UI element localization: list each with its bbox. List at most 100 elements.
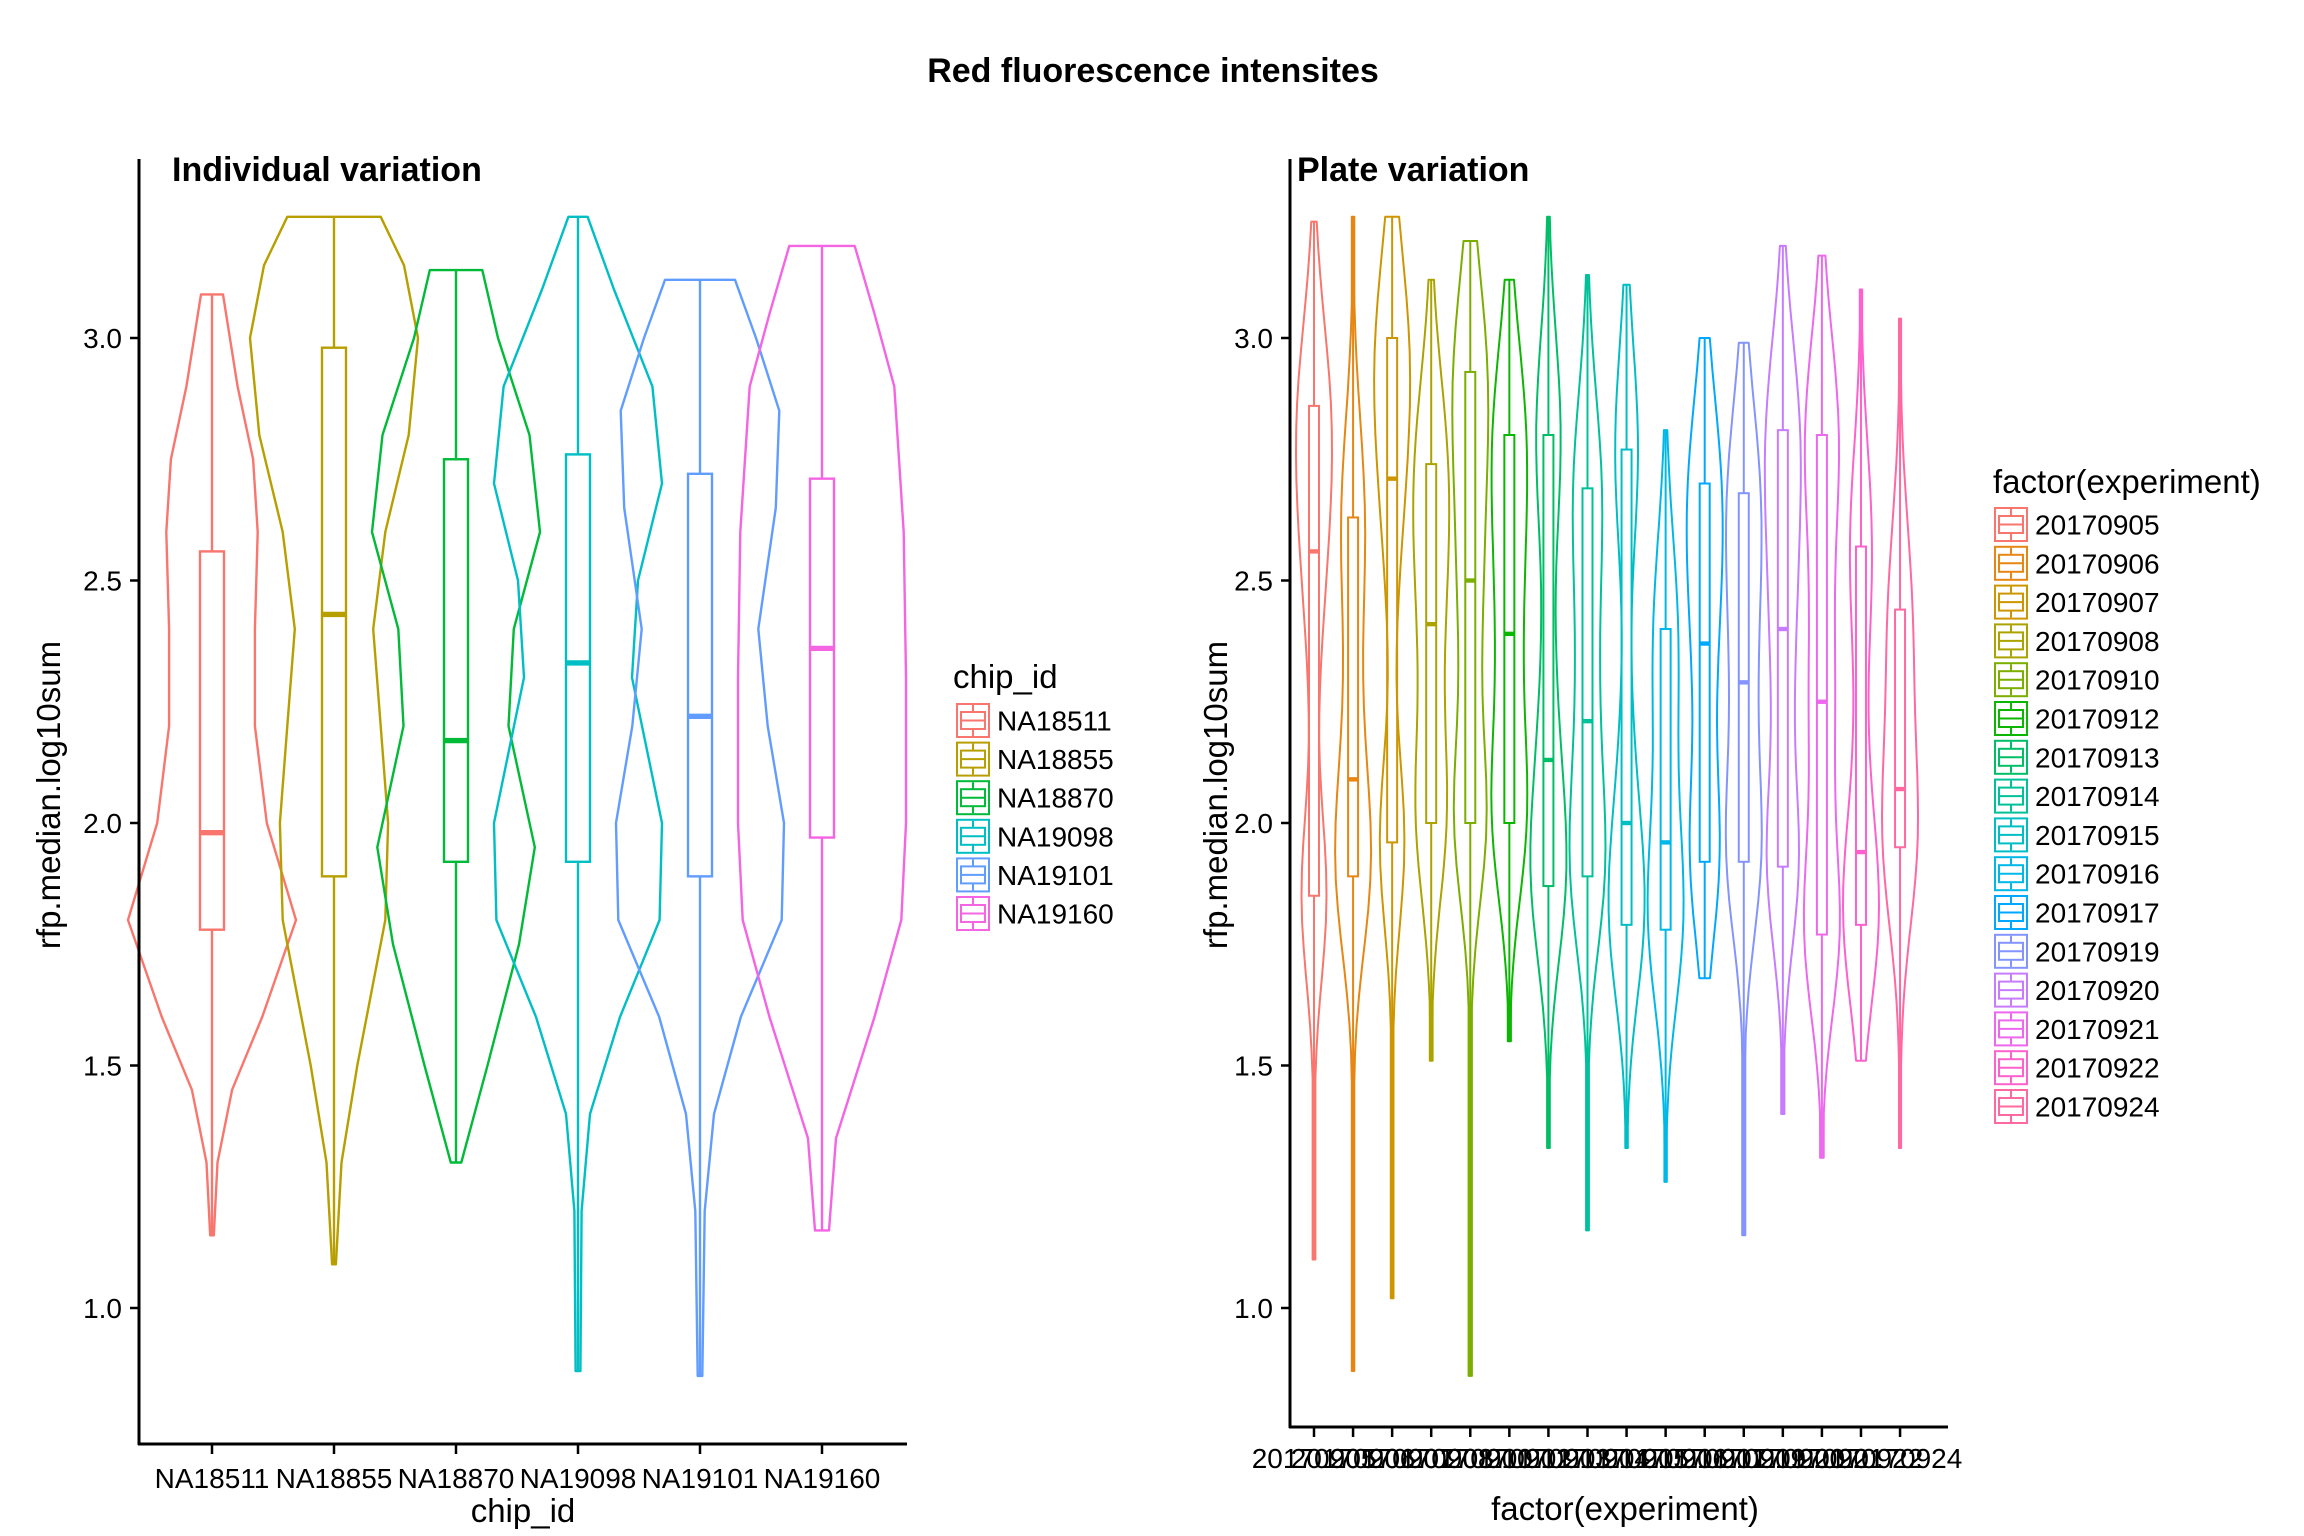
violin-marks <box>1295 215 1919 1377</box>
violin-20170916 <box>1646 429 1685 1183</box>
violin-outline <box>1295 220 1333 1261</box>
y-tick-label: 2.0 <box>83 808 122 839</box>
violin-20170922 <box>1842 288 1880 1062</box>
violin-NA18855 <box>248 215 420 1266</box>
violin-20170919 <box>1724 341 1763 1237</box>
x-tick-label: 20170919 <box>1681 1443 1806 1474</box>
violin-NA18511 <box>126 293 298 1237</box>
legend-label: NA19160 <box>997 899 1114 930</box>
x-axis-ticks: NA18511 NA18855 NA18870 NA19098 NA19101 NA191… <box>155 1444 881 1494</box>
violin-20170915 <box>1607 283 1646 1149</box>
violin-outline <box>1607 283 1646 1149</box>
violin-20170924 <box>1881 317 1919 1149</box>
legend-label: NA19101 <box>997 860 1114 891</box>
panel-subtitle: Individual variation <box>172 151 482 189</box>
violin-outline <box>736 244 908 1232</box>
box <box>1308 404 1320 897</box>
violin-20170920 <box>1763 244 1802 1115</box>
x-tick-label: NA18855 <box>276 1463 393 1494</box>
y-axis-label: rfp.median.log10sum <box>1197 641 1234 949</box>
y-axis-ticks: 1.0 1.5 2.0 2.5 3.0 <box>83 323 139 1324</box>
violin-NA19160 <box>736 244 908 1232</box>
box <box>1581 487 1594 878</box>
panel-individual-variation: Individual variation 1.0 1.5 2.0 2.5 3.0 NA1… <box>30 151 1114 1529</box>
legend-key <box>1994 933 2028 969</box>
legend-key <box>1994 1050 2028 1086</box>
legend-label: 20170919 <box>2035 936 2160 967</box>
legend-key <box>956 896 990 931</box>
x-tick-label: NA19098 <box>520 1463 637 1494</box>
x-tick-label: 20170905 <box>1252 1443 1377 1474</box>
x-tick-label: 20170916 <box>1603 1443 1728 1474</box>
legend-label: 20170905 <box>2035 510 2160 541</box>
legend-label: NA18855 <box>997 744 1114 775</box>
legend-label: 20170920 <box>2035 975 2160 1006</box>
legend-title: factor(experiment) <box>1993 463 2261 500</box>
x-tick-label: 20170915 <box>1564 1443 1689 1474</box>
violin-20170910 <box>1451 240 1490 1377</box>
legend-key <box>1994 972 2028 1008</box>
violin-outline <box>1802 254 1841 1159</box>
legend-label: 20170908 <box>2035 626 2160 657</box>
violin-outline <box>126 293 298 1237</box>
x-tick-label: 20170910 <box>1408 1443 1533 1474</box>
legend-label: 20170916 <box>2035 859 2160 890</box>
violin-NA19098 <box>492 215 664 1373</box>
panel-plate-variation: Plate variation 1.0 1.5 2.0 2.5 3.0 20170905… <box>1197 151 2261 1527</box>
violin-20170913 <box>1529 215 1568 1149</box>
legend-key <box>956 703 990 738</box>
x-tick-label: NA18511 <box>155 1463 270 1494</box>
box <box>1815 434 1828 936</box>
legend-key <box>1994 895 2028 930</box>
x-tick-label: 20170908 <box>1369 1443 1494 1474</box>
x-axis-ticks: 2017090520170906201709072017090820170910… <box>1252 1427 1963 1474</box>
legend-key <box>1994 701 2028 736</box>
violin-outline <box>1842 288 1880 1062</box>
box <box>564 453 592 863</box>
legend-key <box>1994 739 2028 775</box>
x-tick-label: 20170906 <box>1291 1443 1416 1474</box>
legend-label: 20170924 <box>2035 1092 2160 1123</box>
legend-label: 20170907 <box>2035 587 2160 618</box>
y-tick-label: 3.0 <box>1234 323 1273 354</box>
violin-20170917 <box>1685 337 1724 980</box>
x-tick-label: 20170922 <box>1799 1443 1924 1474</box>
violin-20170907 <box>1373 215 1412 1300</box>
legend-key <box>1994 1089 2028 1124</box>
y-tick-label: 2.0 <box>1234 808 1273 839</box>
y-tick-label: 2.5 <box>1234 566 1273 597</box>
violin-outline <box>1568 274 1607 1232</box>
box <box>1620 448 1633 926</box>
legend-key <box>1994 662 2028 698</box>
box <box>1659 628 1672 931</box>
violin-20170921 <box>1802 254 1841 1159</box>
x-tick-label: 20170914 <box>1525 1443 1650 1474</box>
violin-outline <box>1451 240 1490 1377</box>
violin-outline <box>1412 278 1451 1062</box>
x-axis-label: factor(experiment) <box>1491 1490 1759 1527</box>
violin-20170912 <box>1490 278 1529 1043</box>
legend-key <box>1994 1011 2028 1047</box>
chart-title: Red fluorescence intensites <box>927 52 1379 90</box>
violin-NA19101 <box>614 278 786 1378</box>
legend-label: NA18511 <box>997 706 1112 737</box>
legend-key <box>956 780 990 816</box>
y-tick-label: 2.5 <box>83 566 122 597</box>
box <box>1776 429 1789 868</box>
violin-outline <box>492 215 664 1373</box>
violin-outline <box>1490 278 1529 1043</box>
legend-key <box>956 741 990 777</box>
violin-20170908 <box>1412 278 1451 1062</box>
box <box>198 550 226 931</box>
legend-key <box>1994 778 2028 814</box>
violin-20170906 <box>1334 215 1373 1372</box>
box <box>1854 545 1867 926</box>
box <box>442 458 470 863</box>
legend-chip-id: chip_id NA18511 NA18855 NA18870 NA19098 NA19… <box>953 658 1114 931</box>
x-tick-label: 20170924 <box>1838 1443 1963 1474</box>
y-axis-label: rfp.median.log10sum <box>30 641 67 949</box>
x-tick-label: 20170913 <box>1486 1443 1611 1474</box>
x-tick-label: NA19160 <box>764 1463 881 1494</box>
box <box>686 472 714 878</box>
